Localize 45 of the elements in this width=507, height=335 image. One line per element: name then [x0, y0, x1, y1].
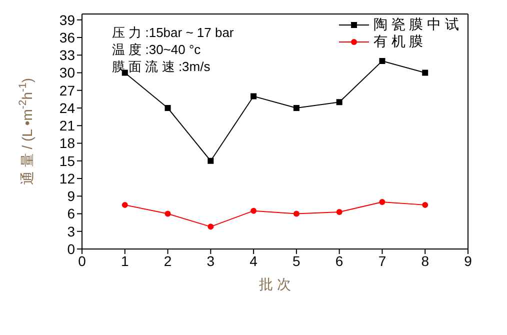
y-tick-label: 30	[59, 64, 76, 81]
annotation: 温 度 :30~40 °c	[112, 41, 202, 58]
point	[164, 210, 171, 217]
x-tick-label: 4	[250, 252, 258, 269]
point	[250, 93, 257, 100]
annotation: 压 力 :15bar ~ 17 bar	[112, 24, 234, 41]
point	[293, 105, 300, 111]
y-tick-label: 39	[59, 12, 76, 28]
point	[293, 210, 300, 217]
x-tick-label: 7	[378, 252, 386, 269]
y-tick-label: 9	[67, 188, 76, 204]
x-tick-label: 3	[206, 252, 215, 269]
y-tick-label: 0	[67, 240, 76, 257]
x-axis-title: 批 次	[259, 276, 291, 292]
y-tick-label: 12	[59, 170, 76, 186]
legend-label: 有 机 膜	[373, 32, 424, 50]
y-tick-label: 18	[59, 135, 76, 152]
point	[250, 208, 257, 214]
point	[379, 199, 386, 205]
legend-label: 陶 瓷 膜 中 试	[373, 16, 459, 34]
y-tick-label: 27	[59, 82, 76, 98]
x-tick-label: 5	[292, 252, 301, 269]
y-tick-label: 15	[59, 152, 76, 169]
y-tick-label: 3	[67, 223, 76, 240]
annotation: 膜 面 流 速 :3m/s	[112, 58, 212, 75]
point	[164, 105, 171, 111]
x-tick-label: 9	[464, 252, 472, 269]
point	[336, 208, 342, 215]
x-tick-label: 1	[120, 252, 129, 269]
y-tick-label: 6	[67, 206, 76, 222]
point	[336, 99, 342, 106]
x-tick-label: 6	[335, 252, 344, 269]
point	[208, 158, 214, 164]
y-tick-label: 36	[59, 29, 76, 46]
x-tick-label: 0	[78, 252, 86, 269]
y-tick-label: 33	[59, 47, 76, 64]
x-tick-label: 8	[421, 252, 430, 269]
point	[208, 224, 214, 230]
y-tick-label: 21	[59, 118, 76, 134]
point	[122, 202, 128, 208]
point	[422, 202, 428, 208]
point	[379, 58, 386, 64]
y-tick-label: 24	[59, 100, 76, 116]
x-tick-label: 2	[164, 252, 172, 269]
point	[422, 70, 428, 76]
